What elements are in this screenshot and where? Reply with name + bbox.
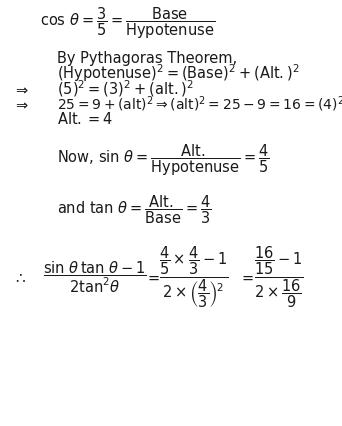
Text: $\therefore$: $\therefore$: [13, 270, 27, 285]
Text: $\cos\,\theta = \dfrac{3}{5} = \dfrac{\mathrm{Base}}{\mathrm{Hypotenuse}}$: $\cos\,\theta = \dfrac{3}{5} = \dfrac{\m…: [40, 5, 215, 40]
Text: $(\mathrm{Hypotenuse})^2 = (\mathrm{Base})^2 + (\mathrm{Alt.})^2$: $(\mathrm{Hypotenuse})^2 = (\mathrm{Base…: [56, 63, 299, 84]
Text: $25 = 9 + (\mathrm{alt})^2 \Rightarrow (\mathrm{alt})^2 = 25 - 9 = 16 = (4)^2$: $25 = 9 + (\mathrm{alt})^2 \Rightarrow (…: [56, 94, 342, 114]
Text: $\Rightarrow$: $\Rightarrow$: [13, 96, 30, 111]
Text: Now, $\sin\,\theta = \dfrac{\mathrm{Alt.}}{\mathrm{Hypotenuse}} = \dfrac{4}{5}$: Now, $\sin\,\theta = \dfrac{\mathrm{Alt.…: [56, 142, 269, 177]
Text: $(5)^2 = (3)^2 + (\mathrm{alt.})^2$: $(5)^2 = (3)^2 + (\mathrm{alt.})^2$: [56, 78, 193, 99]
Text: $\dfrac{\sin\,\theta\,\tan\,\theta - 1}{2\tan^{2}\!\theta}$: $\dfrac{\sin\,\theta\,\tan\,\theta - 1}{…: [43, 259, 147, 294]
Text: $\dfrac{\dfrac{16}{15}-1}{2\times\dfrac{16}{9}}$: $\dfrac{\dfrac{16}{15}-1}{2\times\dfrac{…: [254, 244, 304, 310]
Text: $\Rightarrow$: $\Rightarrow$: [13, 81, 30, 96]
Text: $=$: $=$: [239, 270, 254, 285]
Text: and $\tan\,\theta = \dfrac{\mathrm{Alt.}}{\mathrm{Base}} = \dfrac{4}{3}$: and $\tan\,\theta = \dfrac{\mathrm{Alt.}…: [56, 193, 211, 225]
Text: By Pythagoras Theorem,: By Pythagoras Theorem,: [56, 51, 237, 66]
Text: $\dfrac{\dfrac{4}{5}\times\dfrac{4}{3}-1}{2\times\left(\dfrac{4}{3}\right)^{\!2}: $\dfrac{\dfrac{4}{5}\times\dfrac{4}{3}-1…: [159, 244, 229, 310]
Text: $=$: $=$: [145, 270, 160, 285]
Text: $\mathrm{Alt.} = 4$: $\mathrm{Alt.} = 4$: [56, 111, 112, 127]
